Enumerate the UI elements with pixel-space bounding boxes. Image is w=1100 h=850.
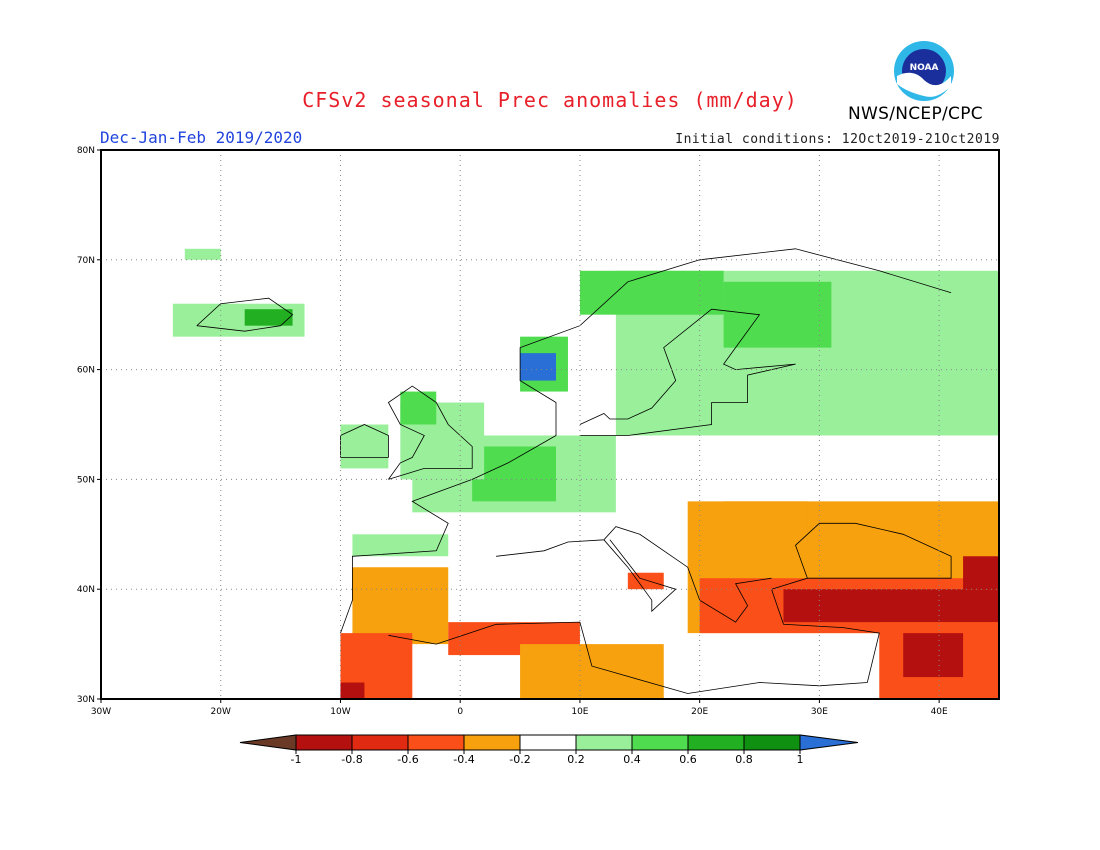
- legend-swatch: [743, 734, 801, 751]
- anomaly-region-26: [723, 501, 808, 546]
- lat-tick-label: 60N: [77, 366, 95, 376]
- anomaly-region-12: [520, 353, 556, 381]
- lon-tick-label: 20W: [211, 707, 231, 717]
- legend-label: 0.6: [679, 753, 697, 766]
- legend-arrow-low: [239, 734, 297, 751]
- legend-swatch: [631, 734, 689, 751]
- anomaly-region-18: [520, 644, 664, 699]
- legend-swatch: [687, 734, 745, 751]
- anomaly-region-7: [340, 424, 389, 469]
- legend-swatch: [463, 734, 521, 751]
- legend-arrow-high: [799, 734, 859, 751]
- lat-tick-label: 80N: [77, 146, 95, 156]
- legend-swatch: [351, 734, 409, 751]
- initial-conditions-label: Initial conditions: 12Oct2019-21Oct2019: [675, 132, 1000, 147]
- lon-tick-label: 20E: [691, 707, 708, 717]
- anomaly-region-2: [579, 270, 724, 315]
- agency-label: NWS/NCEP/CPC: [848, 104, 983, 124]
- legend-label: -0.6: [397, 753, 418, 766]
- legend-label: -0.2: [509, 753, 530, 766]
- anomaly-region-22: [963, 556, 999, 590]
- lat-tick-label: 40N: [77, 585, 95, 595]
- legend-label: -0.8: [341, 753, 362, 766]
- legend-label: 1: [797, 753, 804, 766]
- legend-label: 0.2: [567, 753, 585, 766]
- anomaly-region-4: [472, 446, 556, 502]
- precip-anomaly-map: 30W 20W 10W 0 10E 20E 30E 40E 30N 40N 50N 60N 70N 80N: [77, 146, 1000, 717]
- anomaly-region-25: [627, 572, 664, 590]
- noaa-logo-text: NOAA: [910, 63, 939, 73]
- legend-swatch: [295, 734, 353, 751]
- anomaly-region-1: [723, 281, 832, 348]
- lon-tick-label: 0: [457, 707, 463, 717]
- lat-tick-label: 70N: [77, 256, 95, 266]
- legend-label: -0.4: [453, 753, 474, 766]
- anomaly-region-24: [903, 633, 964, 678]
- lon-tick-label: 40E: [931, 707, 948, 717]
- anomaly-region-13: [184, 248, 221, 260]
- legend-label: -1: [291, 753, 302, 766]
- anomaly-region-9: [244, 309, 293, 326]
- anomaly-region-10: [352, 534, 449, 557]
- lon-tick-label: 10E: [571, 707, 588, 717]
- anomaly-region-16: [340, 682, 365, 699]
- legend-label: 0.4: [623, 753, 641, 766]
- anomaly-region-21: [783, 589, 999, 623]
- anomaly-region-14: [352, 567, 449, 645]
- lat-tick-label: 50N: [77, 475, 95, 485]
- season-label: Dec-Jan-Feb 2019/2020: [100, 128, 303, 147]
- lon-tick-label: 30E: [811, 707, 828, 717]
- lon-tick-label: 30W: [91, 707, 111, 717]
- lon-tick-label: 10W: [330, 707, 350, 717]
- legend-swatch: [519, 734, 577, 751]
- legend-swatch: [575, 734, 633, 751]
- lat-tick-label: 30N: [77, 695, 95, 705]
- legend-label: 0.8: [735, 753, 753, 766]
- chart-title: CFSv2 seasonal Prec anomalies (mm/day): [302, 88, 798, 112]
- anomaly-region-6: [400, 391, 437, 425]
- legend-swatch: [407, 734, 465, 751]
- noaa-logo-icon: NOAA: [894, 41, 954, 101]
